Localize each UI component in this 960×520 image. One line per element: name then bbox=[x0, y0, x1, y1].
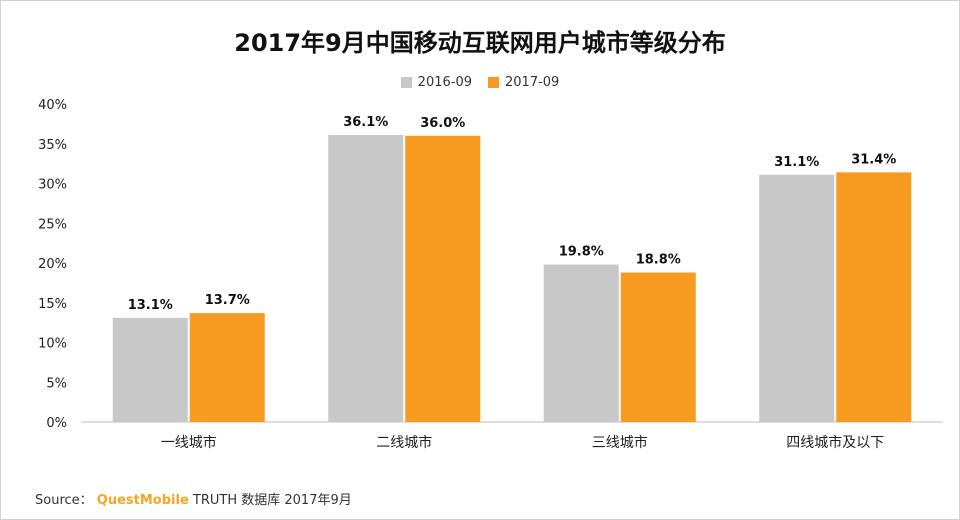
y-tick-label: 30% bbox=[38, 178, 67, 193]
data-label: 31.4% bbox=[851, 152, 896, 167]
data-label: 36.0% bbox=[420, 116, 465, 131]
legend-item-2017: 2017-09 bbox=[488, 75, 559, 90]
bar-2017-09-3 bbox=[836, 172, 912, 422]
y-tick-label: 20% bbox=[38, 257, 67, 272]
x-category-label: 二线城市 bbox=[376, 434, 432, 451]
bar-2017-09-1 bbox=[405, 135, 481, 423]
x-category-label: 一线城市 bbox=[161, 434, 217, 451]
y-tick-label: 5% bbox=[46, 376, 67, 391]
data-label: 18.8% bbox=[636, 253, 681, 268]
data-label: 13.1% bbox=[128, 298, 173, 313]
legend-item-2016: 2016-09 bbox=[400, 75, 472, 90]
bar-2016-09-1 bbox=[328, 135, 404, 422]
source-suffix: TRUTH 数据库 2017年9月 bbox=[192, 493, 352, 508]
legend: 2016-09 2017-09 bbox=[1, 75, 959, 90]
data-label: 13.7% bbox=[205, 293, 250, 308]
x-category-label: 三线城市 bbox=[592, 434, 648, 451]
legend-swatch-2016 bbox=[400, 77, 412, 88]
chart-title: 2017年9月中国移动互联网用户城市等级分布 bbox=[234, 29, 726, 57]
bar-2017-09-0 bbox=[189, 313, 265, 422]
bar-2016-09-3 bbox=[759, 174, 835, 422]
y-tick-label: 40% bbox=[38, 98, 67, 113]
y-tick-label: 25% bbox=[38, 217, 67, 232]
legend-label-2016: 2016-09 bbox=[417, 75, 472, 90]
data-label: 19.8% bbox=[559, 245, 604, 260]
y-tick-label: 0% bbox=[46, 416, 67, 431]
y-tick-label: 10% bbox=[38, 337, 67, 352]
legend-label-2017: 2017-09 bbox=[505, 75, 560, 90]
bar-2016-09-2 bbox=[543, 264, 619, 422]
data-label: 36.1% bbox=[343, 115, 388, 130]
source-note: Source： QuestMobile TRUTH 数据库 2017年9月 bbox=[35, 489, 352, 508]
source-brand: QuestMobile bbox=[96, 493, 189, 508]
bar-2016-09-0 bbox=[112, 317, 188, 422]
y-tick-label: 15% bbox=[38, 297, 67, 312]
x-category-label: 四线城市及以下 bbox=[786, 434, 884, 451]
y-tick-label: 35% bbox=[38, 138, 67, 153]
source-prefix: Source： bbox=[35, 493, 93, 508]
bar-2017-09-2 bbox=[620, 272, 696, 422]
legend-swatch-2017 bbox=[488, 77, 499, 88]
data-label: 31.1% bbox=[774, 155, 819, 170]
